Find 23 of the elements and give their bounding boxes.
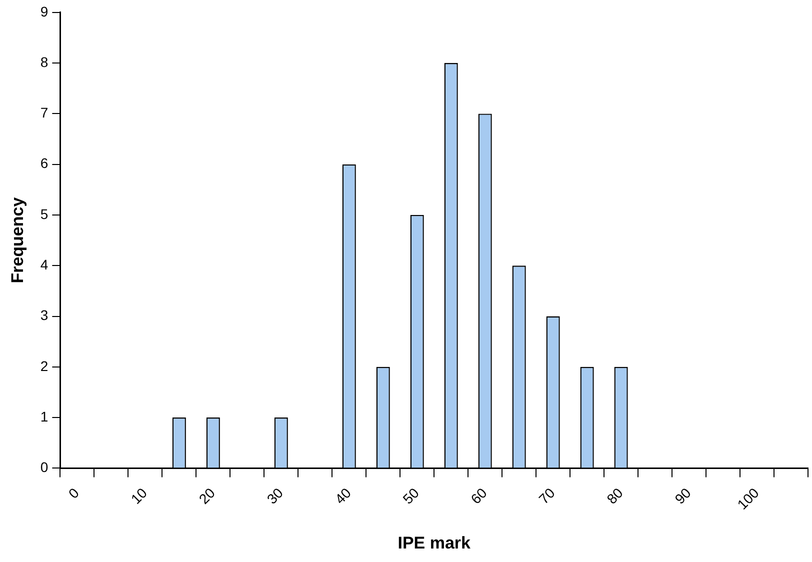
y-tick-label: 9 xyxy=(40,3,48,20)
y-tick-label: 0 xyxy=(40,459,48,476)
y-axis-title: Frequency xyxy=(8,196,27,284)
x-tick-label: 70 xyxy=(536,484,558,508)
x-tick-label: 10 xyxy=(128,484,150,508)
y-tick-label: 4 xyxy=(40,256,48,272)
y-tick-label: 6 xyxy=(40,155,48,172)
y-tick-label: 3 xyxy=(40,307,48,324)
x-tick-label: 60 xyxy=(468,484,490,508)
x-tick-label: 80 xyxy=(604,484,626,508)
y-tick-label: 1 xyxy=(40,408,48,424)
y-tick-label: 2 xyxy=(40,358,48,374)
x-tick-label: 30 xyxy=(264,484,286,508)
x-tick-label: 100 xyxy=(734,484,762,513)
x-tick-label: 90 xyxy=(672,484,694,508)
y-tick-label: 5 xyxy=(40,206,48,222)
y-tick-label: 7 xyxy=(40,104,48,121)
x-tick-label: 20 xyxy=(196,484,218,508)
x-axis-title: IPE mark xyxy=(398,533,472,552)
x-tick-label: 50 xyxy=(400,484,422,508)
x-tick-label: 0 xyxy=(65,484,82,502)
y-tick-label: 8 xyxy=(40,54,48,70)
x-tick-label: 40 xyxy=(332,484,354,508)
